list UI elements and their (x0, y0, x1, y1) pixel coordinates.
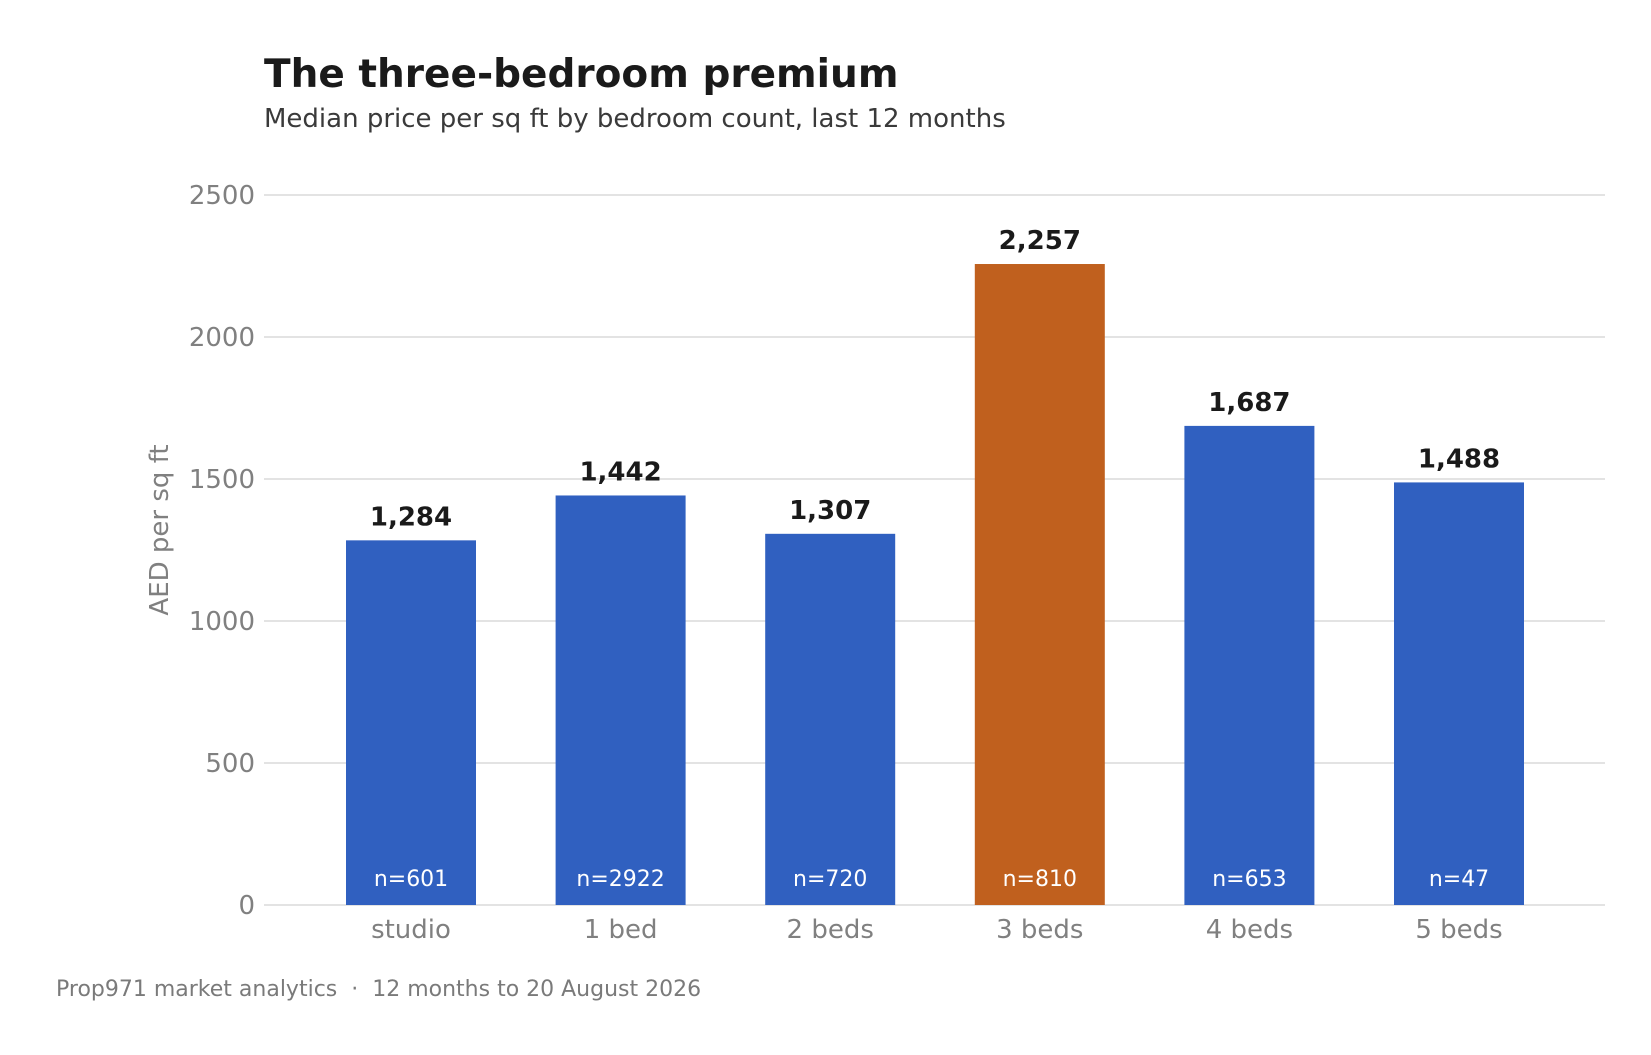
bar-4-beds (1184, 425, 1315, 905)
y-tick-label-1500: 1500 (189, 465, 255, 495)
x-tick-label-studio: studio (371, 915, 451, 945)
footer-source: Prop971 market analytics · 12 months to … (56, 977, 701, 1002)
sample-size-label-3-beds: n=810 (1003, 867, 1077, 892)
gridlines (264, 194, 1605, 906)
value-label-3-beds: 2,257 (999, 226, 1081, 256)
x-tick-label-2-beds: 2 beds (787, 915, 874, 945)
value-label-4-beds: 1,687 (1208, 388, 1290, 418)
y-tick-label-0: 0 (238, 891, 255, 921)
x-tick-label-4-beds: 4 beds (1206, 915, 1293, 945)
value-label-5-beds: 1,488 (1418, 444, 1500, 474)
y-tick-label-1000: 1000 (189, 607, 255, 637)
y-tick-label-500: 500 (205, 749, 255, 779)
value-label-2-beds: 1,307 (789, 496, 871, 526)
bar-2-beds (765, 533, 896, 905)
x-axis-ticks: studio 1 bed 2 beds 3 beds 4 beds 5 beds (371, 915, 1503, 945)
x-tick-label-5-beds: 5 beds (1415, 915, 1502, 945)
bar-3-beds (974, 264, 1105, 906)
x-tick-label-1-bed: 1 bed (584, 915, 658, 945)
y-tick-label-2500: 2500 (189, 181, 255, 211)
value-label-studio: 1,284 (370, 502, 452, 532)
chart-subtitle: Median price per sq ft by bedroom count,… (264, 104, 1006, 134)
sample-size-label-1-bed: n=2922 (576, 867, 664, 892)
y-tick-label-2000: 2000 (189, 323, 255, 353)
bars: 1,284 n=601 1,442 n=2922 1,307 n=720 2,257 n=81… (346, 226, 1524, 906)
x-tick-label-3-beds: 3 beds (996, 915, 1083, 945)
bar-studio (346, 540, 476, 905)
bar-5-beds (1394, 482, 1524, 905)
chart-title: The three-bedroom premium (264, 52, 898, 97)
sample-size-label-5-beds: n=47 (1429, 867, 1489, 892)
sample-size-label-2-beds: n=720 (793, 867, 867, 892)
sample-size-label-studio: n=601 (374, 867, 448, 892)
y-axis-title: AED per sq ft (145, 444, 175, 615)
sample-size-label-4-beds: n=653 (1212, 867, 1286, 892)
y-axis-ticks: 0 500 1000 1500 2000 2500 (189, 181, 255, 921)
bar-1-bed (555, 495, 686, 905)
value-label-1-bed: 1,442 (579, 457, 661, 487)
